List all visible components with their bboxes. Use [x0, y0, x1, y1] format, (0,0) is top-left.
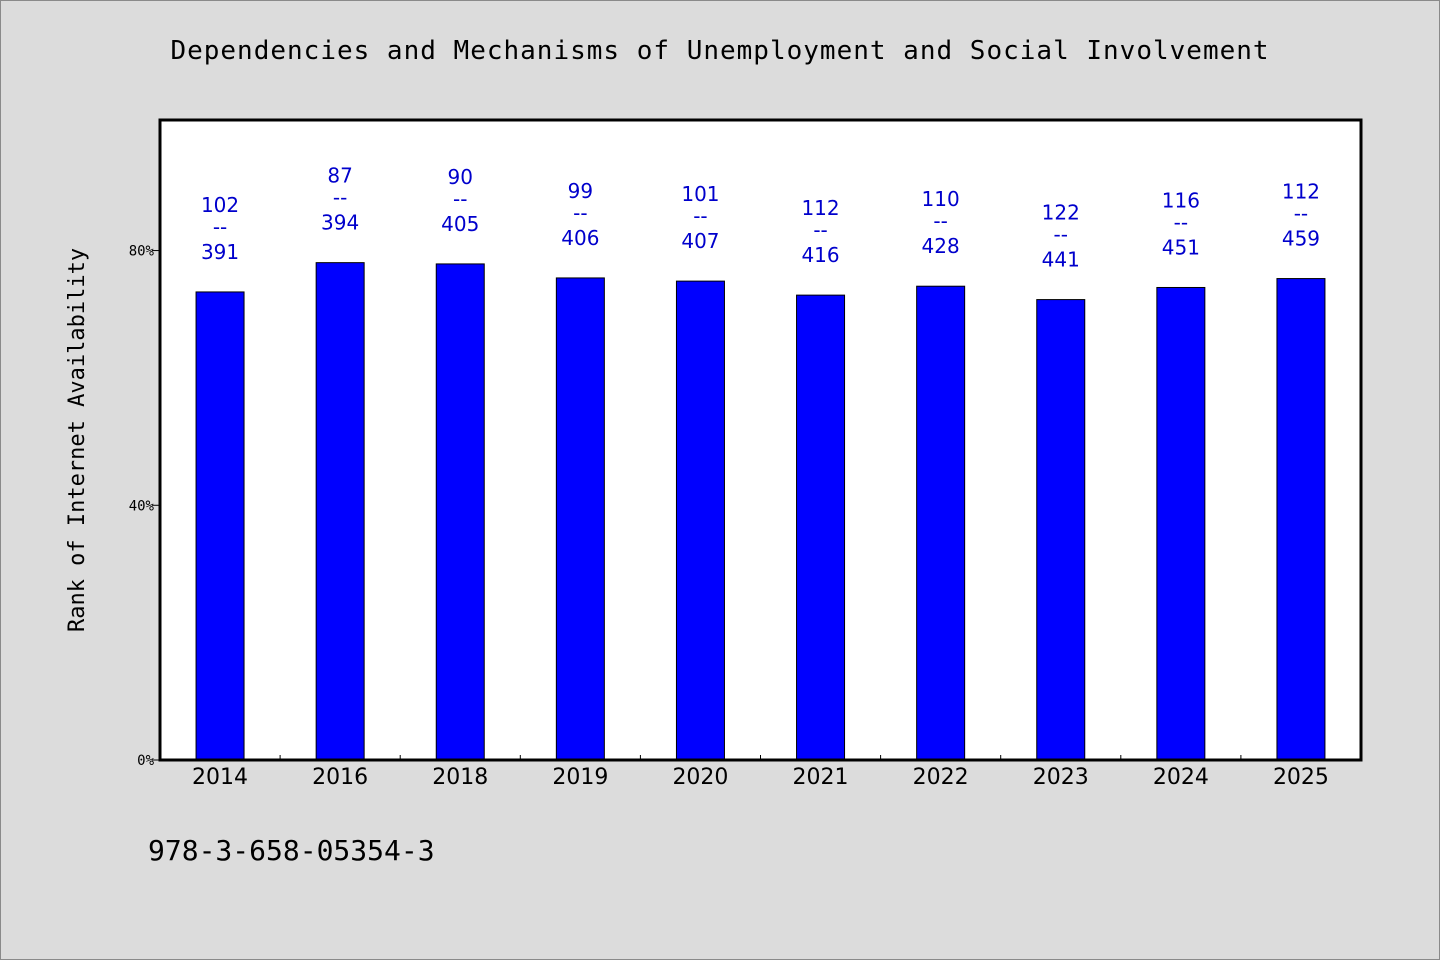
y-tick-label-80: 80% [129, 244, 155, 260]
value-label-2021-bottom: 416 [801, 243, 839, 267]
bar-2016 [315, 262, 365, 761]
value-label-2018-bottom: 405 [441, 212, 479, 236]
value-label-2018-top: 90 [448, 165, 473, 189]
y-tick-label-0: 0% [137, 753, 154, 769]
value-label-2014-top: 102 [201, 193, 239, 217]
value-label-2020-sep: -- [693, 204, 707, 228]
value-label-2025-sep: -- [1294, 202, 1308, 226]
value-label-2016-sep: -- [333, 186, 347, 210]
x-tick-label-2021: 2021 [793, 765, 849, 790]
x-tick-label-2022: 2022 [913, 765, 969, 790]
value-label-2022-sep: -- [933, 209, 947, 233]
value-label-2014-bottom: 391 [201, 240, 239, 264]
value-label-2020-top: 101 [681, 182, 719, 206]
plot-border [158, 118, 1363, 762]
x-tick-label-2016: 2016 [312, 765, 368, 790]
value-label-2014-sep: -- [213, 215, 227, 239]
bar-2025 [1276, 278, 1326, 761]
bar-2018 [435, 263, 485, 761]
bar-2023 [1036, 299, 1086, 761]
value-label-2019-top: 99 [568, 179, 593, 203]
x-tick-label-2014: 2014 [192, 765, 248, 790]
value-label-2019-bottom: 406 [561, 226, 599, 250]
value-label-2016-bottom: 394 [321, 211, 359, 235]
value-label-2022-top: 110 [922, 187, 960, 211]
value-label-2021-top: 112 [801, 196, 839, 220]
value-label-2024-bottom: 451 [1162, 235, 1200, 259]
x-tick-label-2024: 2024 [1153, 765, 1209, 790]
chart-title: Dependencies and Mechanisms of Unemploym… [170, 36, 1270, 66]
bar-2020 [675, 280, 725, 761]
bar-2022 [916, 285, 966, 761]
x-tick-label-2025: 2025 [1273, 765, 1329, 790]
bar-2021 [796, 294, 846, 761]
bar-2014 [195, 291, 245, 761]
value-label-2019-sep: -- [573, 201, 587, 225]
value-label-2018-sep: -- [453, 187, 467, 211]
bars-group [195, 262, 1326, 761]
y-tick-label-40: 40% [129, 498, 155, 514]
axes-group: 2014 2016 2018 2019 2020 2021 2022 2023 2024 2025… [129, 118, 1363, 790]
value-label-2022-bottom: 428 [922, 234, 960, 258]
value-label-2024-top: 116 [1162, 188, 1200, 212]
value-label-2023-sep: -- [1054, 223, 1068, 247]
value-label-2023-top: 122 [1042, 201, 1080, 225]
x-tick-label-2020: 2020 [672, 765, 728, 790]
bar-2024 [1156, 286, 1206, 761]
value-label-2016-top: 87 [327, 164, 352, 188]
value-label-2020-bottom: 407 [681, 229, 719, 253]
x-tick-label-2023: 2023 [1033, 765, 1089, 790]
value-label-2024-sep: -- [1174, 210, 1188, 234]
y-axis-label: Rank of Internet Availability [65, 248, 90, 632]
x-tick-label-2019: 2019 [552, 765, 608, 790]
value-label-2021-sep: -- [813, 218, 827, 242]
value-label-2025-bottom: 459 [1282, 227, 1320, 251]
bar-2019 [555, 277, 605, 761]
x-tick-label-2018: 2018 [432, 765, 488, 790]
value-label-2023-bottom: 441 [1042, 248, 1080, 272]
isbn-label: 978-3-658-05354-3 [148, 834, 435, 867]
value-label-2025-top: 112 [1282, 180, 1320, 204]
value-labels-group: 102--39187--39490--40599--406101--407112… [201, 164, 1320, 272]
